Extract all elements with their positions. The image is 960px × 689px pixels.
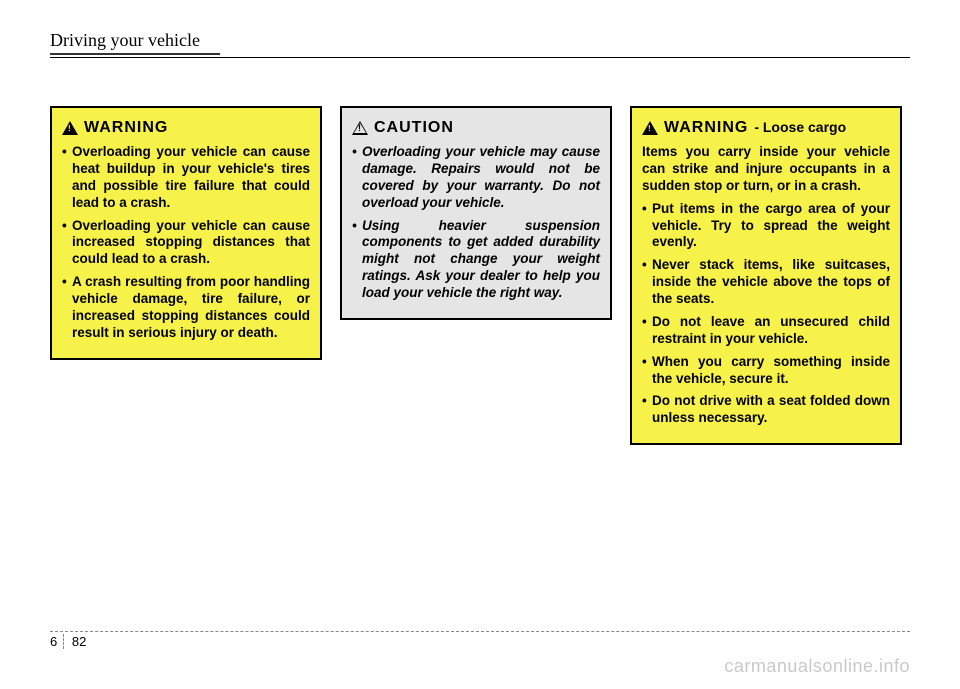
column-right: ! WARNING - Loose cargo Items you carry … [630, 106, 902, 445]
warning2-list: Put items in the cargo area of your vehi… [642, 201, 890, 428]
list-item: Never stack items, like suit­cases, insi… [642, 257, 890, 308]
caution-icon: ! [352, 121, 368, 135]
section-title: Driving your vehicle [50, 30, 910, 51]
list-item: Put items in the cargo area of your vehi… [642, 201, 890, 252]
warning-box: ! WARNING Overloading your vehicle can c… [50, 106, 322, 360]
caution-label: CAUTION [374, 118, 454, 138]
column-left: ! WARNING Overloading your vehicle can c… [50, 106, 322, 445]
warning-icon: ! [642, 121, 658, 135]
chapter-number: 6 [50, 634, 64, 649]
list-item: Overloading your vehicle can cause incre… [62, 218, 310, 269]
page-footer: 6 82 [50, 631, 910, 649]
warning2-title-row: ! WARNING - Loose cargo [642, 118, 890, 138]
warning-icon: ! [62, 121, 78, 135]
list-item: When you carry something inside the vehi… [642, 354, 890, 388]
caution-title-row: ! CAUTION [352, 118, 600, 138]
list-item: Do not leave an unsecured child restrain… [642, 314, 890, 348]
list-item: Overloading your vehicle may cause damag… [352, 144, 600, 212]
warning-list: Overloading your vehicle can cause heat … [62, 144, 310, 342]
warning2-lead: Items you carry inside your vehicle can … [642, 144, 890, 195]
list-item: Using heavier suspension components to g… [352, 218, 600, 302]
warning-label: WARNING [84, 118, 168, 138]
column-center: ! CAUTION Overloading your vehicle may c… [340, 106, 612, 445]
content-columns: ! WARNING Overloading your vehicle can c… [50, 106, 910, 445]
warning2-label: WARNING [664, 118, 748, 138]
list-item: Overloading your vehicle can cause heat … [62, 144, 310, 212]
caution-list: Overloading your vehicle may cause damag… [352, 144, 600, 302]
watermark: carmanualsonline.info [724, 656, 910, 677]
page-number: 82 [72, 634, 86, 649]
list-item: A crash resulting from poor handling veh… [62, 274, 310, 342]
list-item: Do not drive with a seat folded down unl… [642, 393, 890, 427]
header-rule [50, 53, 220, 55]
warning-title-row: ! WARNING [62, 118, 310, 138]
page-header: Driving your vehicle [50, 30, 910, 58]
warning2-subtitle: - Loose cargo [754, 119, 846, 137]
manual-page: Driving your vehicle ! WARNING Overloadi… [50, 30, 910, 650]
warning-loose-cargo-box: ! WARNING - Loose cargo Items you carry … [630, 106, 902, 445]
caution-box: ! CAUTION Overloading your vehicle may c… [340, 106, 612, 320]
